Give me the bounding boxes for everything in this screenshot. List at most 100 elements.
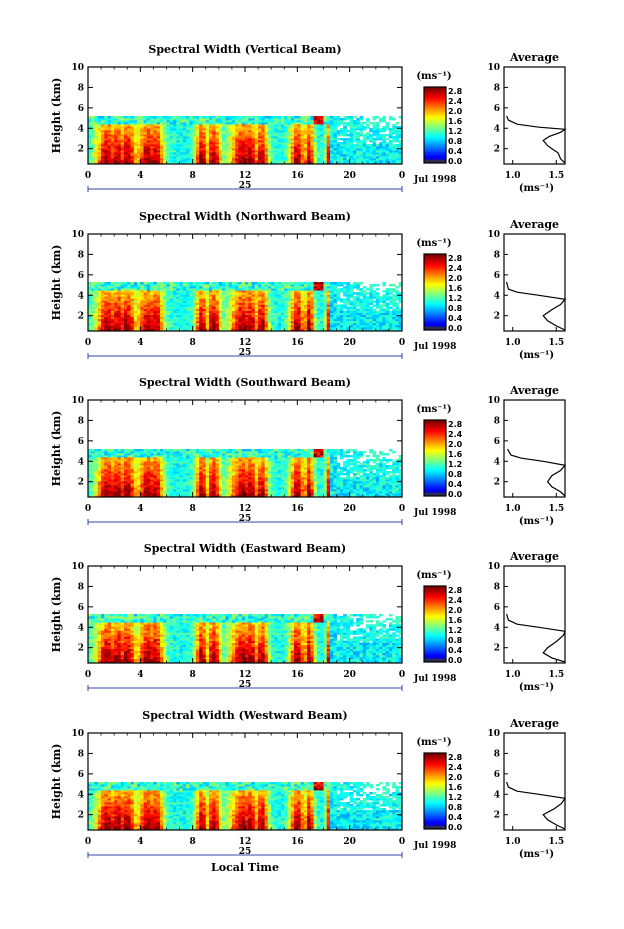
heatmap-cell <box>316 304 321 307</box>
heatmap-cell <box>274 320 279 324</box>
heatmap-cell <box>231 296 236 299</box>
heatmap-cell <box>179 156 184 159</box>
heatmap-cell <box>372 160 377 163</box>
heatmap-cell <box>238 284 243 287</box>
heatmap-cell <box>303 116 308 119</box>
heatmap-cell <box>153 132 158 135</box>
heatmap-cell <box>127 128 131 131</box>
heatmap-cell <box>359 134 364 137</box>
heatmap-cell <box>336 288 341 291</box>
heatmap-cell <box>189 124 194 127</box>
heatmap-cell <box>173 146 177 149</box>
heatmap-cell <box>392 132 396 135</box>
heatmap-cell <box>248 136 252 139</box>
heatmap-cell <box>182 144 187 147</box>
heatmap-cell <box>94 142 99 145</box>
heatmap-cell <box>88 132 92 135</box>
heatmap-cell <box>117 328 122 332</box>
heatmap-cell <box>107 491 112 494</box>
heatmap-cell <box>107 314 112 318</box>
heatmap-cell <box>382 304 387 307</box>
heatmap-cell <box>264 122 269 125</box>
heatmap-cell <box>303 140 308 143</box>
heatmap-cell <box>195 314 200 318</box>
heatmap-cell <box>261 281 266 285</box>
heatmap-cell <box>323 318 328 322</box>
heatmap-cell <box>133 156 138 159</box>
heatmap-cell <box>91 481 95 484</box>
heatmap-cell <box>120 290 125 293</box>
heatmap-cell <box>104 451 109 454</box>
heatmap-cell <box>127 126 131 129</box>
heatmap-cell <box>359 152 364 155</box>
heatmap-cell <box>323 136 328 139</box>
heatmap-cell <box>137 288 141 291</box>
heatmap-cell <box>274 142 279 145</box>
heatmap-cell <box>222 320 226 324</box>
heatmap-cell <box>388 142 393 145</box>
heatmap-cell <box>290 116 295 119</box>
heatmap-cell <box>294 152 298 155</box>
heatmap-cell <box>169 146 174 149</box>
heatmap-cell <box>202 284 207 287</box>
heatmap-cell <box>303 316 308 320</box>
heatmap-cell <box>267 298 272 301</box>
heatmap-cell <box>241 134 246 137</box>
heatmap-cell <box>101 469 105 472</box>
heatmap-cell <box>323 316 328 320</box>
heatmap-cell <box>274 156 279 159</box>
heatmap-cell <box>114 298 118 301</box>
heatmap-cell <box>228 124 233 127</box>
heatmap-cell <box>137 320 141 324</box>
heatmap-cell <box>297 132 301 135</box>
heatmap-cell <box>140 116 144 119</box>
heatmap-cell <box>222 124 226 127</box>
heatmap-cell <box>94 126 99 129</box>
heatmap-cell <box>398 130 403 133</box>
heatmap-cell <box>182 312 187 316</box>
heatmap-cell <box>343 144 347 147</box>
heatmap-cell <box>369 150 373 153</box>
heatmap-cell <box>156 316 161 320</box>
heatmap-cell <box>127 281 131 285</box>
heatmap-cell <box>277 136 282 139</box>
heatmap-cell <box>97 328 102 332</box>
heatmap-cell <box>179 152 184 155</box>
heatmap-cell <box>349 286 354 289</box>
heatmap-cell <box>88 489 92 492</box>
heatmap-cell <box>202 116 207 119</box>
heatmap-cell <box>195 150 200 153</box>
heatmap-cell <box>235 281 239 285</box>
heatmap-cell <box>231 132 236 135</box>
heatmap-cell <box>117 150 122 153</box>
heatmap-cell <box>97 288 102 291</box>
heatmap-cell <box>395 146 400 149</box>
heatmap-cell <box>238 120 243 123</box>
heatmap-cell <box>182 284 187 287</box>
heatmap-cell <box>107 126 112 129</box>
heatmap-cell <box>189 158 194 161</box>
heatmap-cell <box>199 284 203 287</box>
heatmap-cell <box>218 316 223 320</box>
heatmap-cell <box>316 296 321 299</box>
heatmap-cell <box>392 328 396 332</box>
heatmap-cell <box>251 148 256 151</box>
heatmap-cell <box>346 312 351 316</box>
heatmap-cell <box>300 292 305 295</box>
heatmap-cell <box>251 118 256 121</box>
heatmap-cell <box>110 286 115 289</box>
heatmap-cell <box>320 310 324 314</box>
heatmap-cell <box>366 314 370 318</box>
heatmap-cell <box>346 140 351 143</box>
x-tick-label: 20 <box>343 338 356 348</box>
heatmap-cell <box>176 324 180 328</box>
heatmap-cell <box>120 146 125 149</box>
heatmap-cell <box>264 138 269 141</box>
heatmap-cell <box>212 320 216 324</box>
heatmap-cell <box>228 304 233 307</box>
heatmap-cell <box>173 154 177 157</box>
heatmap-cell <box>398 310 403 314</box>
heatmap-cell <box>97 324 102 328</box>
heatmap-cell <box>97 320 102 324</box>
heatmap-cell <box>330 148 334 151</box>
